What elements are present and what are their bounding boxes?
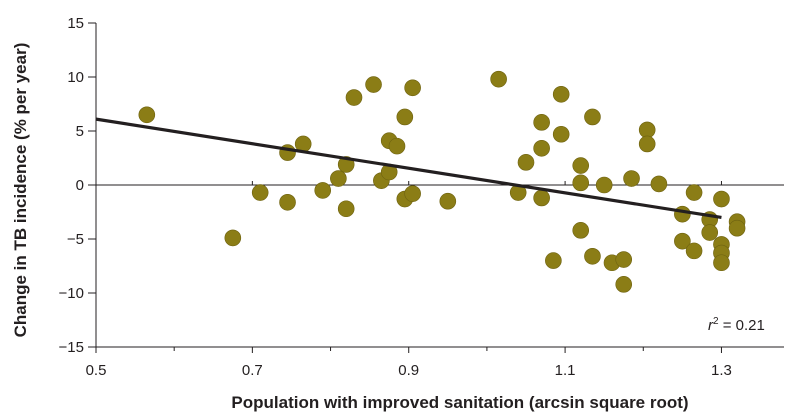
data-point [314,182,332,199]
data-point [404,79,421,97]
y-tick-label: 15 [67,15,84,32]
data-point [685,242,703,260]
y-axis-title: Change in TB incidence (% per year) [11,43,30,338]
data-point [615,276,633,293]
data-point [713,254,730,272]
y-tick-label: −10 [59,285,84,302]
data-point [330,170,347,187]
data-point [572,157,590,174]
data-point [138,106,156,124]
data-point [674,205,691,223]
data-point [545,252,562,269]
data-point [365,76,382,93]
data-point [404,185,421,202]
data-point [685,184,703,201]
data-point [572,174,590,192]
y-tick-label: −5 [67,231,84,248]
data-point [650,175,668,193]
data-point [388,137,406,155]
x-tick-label: 1.3 [711,362,732,379]
r-squared-annotation: r2 = 0.21 [708,316,765,334]
data-points [138,70,746,293]
x-tick-label: 0.7 [242,362,263,379]
data-point [584,108,601,126]
data-point [345,89,363,106]
x-tick-label: 0.5 [86,362,107,379]
y-tick-label: 5 [76,123,84,140]
data-point [638,135,656,153]
data-point [584,247,601,265]
data-point [623,170,640,187]
data-point [552,125,570,143]
data-point [533,139,550,157]
data-point [713,190,730,208]
tick-labels: 15 10 5 0 −5 −10 −150.5 0.7 0.9 1.1 1.3 [59,15,732,379]
data-point [533,114,550,131]
data-point [701,224,719,241]
axes [88,22,784,353]
regression-line-group [95,117,722,219]
data-point [674,232,691,250]
data-point [638,121,656,139]
data-point [595,176,613,194]
data-point [490,70,507,88]
r-squared-superscript: 2 [713,316,719,327]
data-point [337,200,355,218]
y-tick-label: −15 [59,339,84,356]
regression-line [95,117,722,219]
data-point [396,108,414,126]
data-point [517,154,535,171]
data-point [279,193,296,211]
x-axis-title: Population with improved sanitation (arc… [231,393,688,412]
data-point [552,85,570,103]
data-point [615,251,633,268]
data-point [728,219,746,237]
x-tick-label: 0.9 [398,362,419,379]
y-tick-label: 0 [76,177,84,194]
data-point [224,229,242,247]
r-squared-value: = 0.21 [719,317,765,334]
r-squared-symbol: r [708,317,714,334]
y-tick-label: 10 [67,69,84,86]
data-point [533,189,550,207]
data-point [572,222,590,239]
data-point [439,192,457,210]
data-point [251,184,269,201]
x-tick-label: 1.1 [555,362,576,379]
